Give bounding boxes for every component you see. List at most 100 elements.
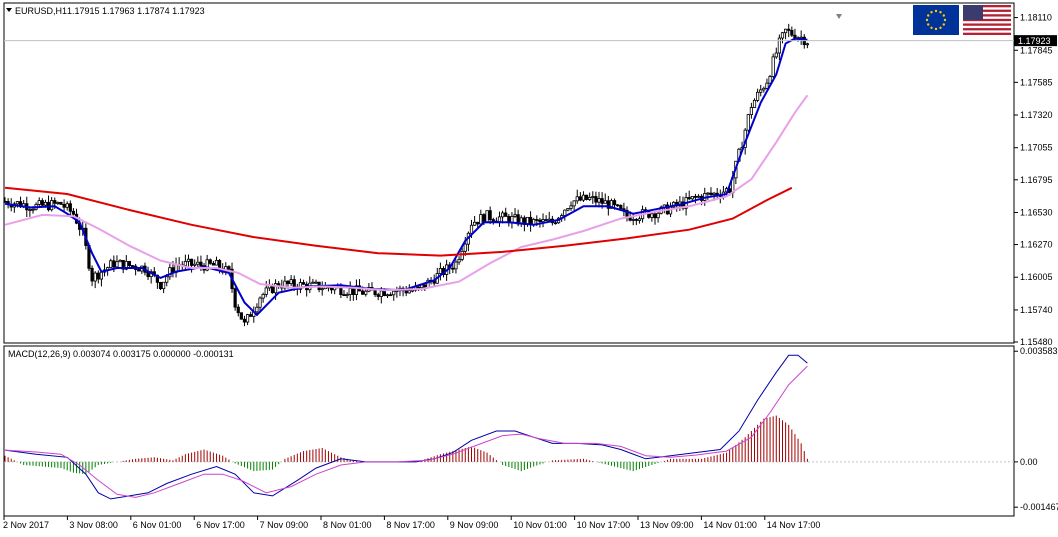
price-candle bbox=[118, 259, 122, 263]
price-tick-label: 1.16530 bbox=[1020, 207, 1053, 217]
price-candle bbox=[479, 209, 483, 225]
price-candle bbox=[385, 293, 390, 299]
price-tick-label: 1.17845 bbox=[1020, 45, 1053, 55]
price-candle bbox=[158, 281, 163, 291]
eu-star bbox=[930, 26, 933, 29]
price-axis[interactable]: 1.18110 1.17845 1.17585 1.17320 1.17055 1.167… bbox=[1014, 13, 1053, 347]
price-candle bbox=[569, 201, 573, 211]
eu-flag-icon bbox=[913, 5, 959, 35]
eu-star bbox=[934, 27, 938, 31]
time-tick-label: 14 Nov 17:00 bbox=[767, 520, 821, 530]
price-candle bbox=[790, 26, 794, 37]
price-candle bbox=[653, 212, 657, 225]
eu-star bbox=[927, 23, 930, 26]
macd-axis[interactable]: 0.003583 0.00 -0.001467 bbox=[1014, 346, 1058, 512]
price-candle bbox=[162, 281, 166, 294]
symbol-label[interactable]: EURUSD,H1 bbox=[15, 6, 67, 16]
price-candle bbox=[311, 278, 315, 284]
price-candle bbox=[62, 199, 66, 213]
price-candle bbox=[771, 53, 775, 78]
price-candle bbox=[168, 263, 172, 280]
ohlc-values: 1.17915 1.17963 1.17874 1.17923 bbox=[67, 6, 205, 16]
eu-star bbox=[927, 14, 930, 17]
price-candle bbox=[687, 190, 691, 201]
price-candle bbox=[345, 292, 349, 299]
time-tick-label: 2 Nov 2017 bbox=[3, 520, 49, 530]
price-candle bbox=[693, 193, 698, 204]
price-candle bbox=[40, 198, 44, 207]
price-candle bbox=[575, 189, 579, 204]
current-price-label: 1.17923 bbox=[1018, 36, 1051, 46]
us-stripe bbox=[963, 28, 1011, 31]
eu-star bbox=[943, 18, 947, 22]
price-candle bbox=[488, 206, 492, 225]
price-candle bbox=[245, 313, 250, 326]
price-candle bbox=[547, 211, 551, 222]
price-candle bbox=[211, 261, 215, 266]
macd-indicator-label[interactable]: MACD(12,26,9) 0.003074 0.003175 0.000000… bbox=[8, 349, 234, 359]
price-candle bbox=[314, 279, 318, 285]
price-candle bbox=[541, 213, 545, 228]
price-candle bbox=[696, 194, 701, 198]
price-candle bbox=[759, 84, 763, 97]
price-candle bbox=[264, 280, 268, 298]
price-candle bbox=[261, 292, 265, 303]
price-tick-label: 1.17585 bbox=[1020, 77, 1053, 87]
price-candle bbox=[109, 258, 113, 269]
price-tick-label: 1.15480 bbox=[1020, 337, 1053, 347]
price-candle bbox=[500, 210, 505, 224]
price-candle bbox=[787, 23, 791, 38]
price-panel-frame bbox=[3, 2, 1015, 344]
price-candle bbox=[784, 28, 788, 40]
price-candle bbox=[249, 311, 253, 317]
ma-fast-line bbox=[4, 37, 808, 317]
price-candle bbox=[186, 254, 191, 268]
time-tick-label: 8 Nov 17:00 bbox=[386, 520, 435, 530]
price-candle bbox=[706, 192, 710, 200]
price-tick-label: 1.16795 bbox=[1020, 175, 1053, 185]
macd-tick-label: 0.003583 bbox=[1020, 346, 1058, 356]
time-axis[interactable]: 2 Nov 2017 3 Nov 08:00 6 Nov 01:00 6 Nov 17… bbox=[3, 516, 820, 530]
price-candle bbox=[777, 34, 781, 61]
price-candle bbox=[805, 42, 809, 49]
price-candle bbox=[242, 315, 247, 327]
price-tick-label: 1.15740 bbox=[1020, 305, 1053, 315]
us-stripe bbox=[963, 5, 1011, 8]
chart-shift-marker-icon[interactable] bbox=[836, 14, 842, 19]
time-tick-label: 6 Nov 01:00 bbox=[133, 520, 182, 530]
price-candle bbox=[376, 292, 380, 301]
time-tick-label: 6 Nov 17:00 bbox=[196, 520, 245, 530]
current-price-tag: 1.17923 bbox=[1014, 35, 1057, 47]
price-candle bbox=[298, 278, 303, 294]
price-candle bbox=[650, 211, 654, 222]
price-candle bbox=[255, 303, 259, 314]
price-candle bbox=[115, 255, 119, 269]
price-tick-label: 1.18110 bbox=[1020, 13, 1052, 23]
macd-tick-label: 0.00 bbox=[1020, 457, 1038, 467]
ma-slow-line bbox=[4, 186, 793, 257]
us-stripe bbox=[963, 18, 1011, 22]
price-candle bbox=[71, 208, 76, 217]
price-candle bbox=[301, 279, 306, 285]
price-candle bbox=[756, 88, 760, 103]
price-candle bbox=[619, 204, 623, 210]
price-candle bbox=[196, 256, 200, 268]
price-candle bbox=[765, 78, 769, 90]
ma-mid-line bbox=[4, 94, 809, 292]
eu-star bbox=[939, 11, 942, 14]
price-candle bbox=[591, 191, 595, 204]
price-candle bbox=[752, 98, 757, 108]
price-candle bbox=[438, 262, 443, 281]
time-tick-label: 13 Nov 09:00 bbox=[640, 520, 694, 530]
price-candle bbox=[566, 207, 570, 212]
price-lines bbox=[4, 37, 809, 317]
macd-histogram bbox=[4, 415, 808, 475]
price-candle bbox=[96, 270, 100, 284]
price-candle bbox=[236, 304, 240, 317]
price-tick-label: 1.17055 bbox=[1020, 143, 1053, 153]
price-candle bbox=[389, 292, 393, 297]
symbol-menu-icon[interactable] bbox=[6, 8, 12, 12]
price-candle bbox=[578, 192, 582, 202]
price-candle bbox=[491, 217, 495, 225]
